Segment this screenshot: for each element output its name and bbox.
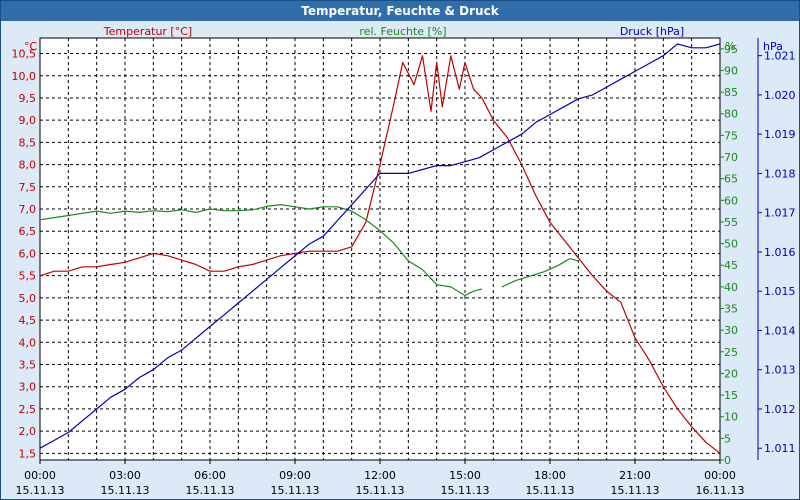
humidity-line-segment-0 xyxy=(39,204,483,297)
press-tick-3: 1.014 xyxy=(764,324,796,337)
temp-tick-10: 6,5 xyxy=(19,225,37,238)
temp-tick-7: 5,0 xyxy=(19,292,37,305)
x-tick-time-3: 09:00 xyxy=(279,469,311,482)
temp-tick-13: 8,0 xyxy=(19,159,37,172)
temp-tick-15: 9,0 xyxy=(19,114,37,127)
temp-tick-9: 6,0 xyxy=(19,247,37,260)
legend-humidity: rel. Feuchte [%] xyxy=(359,25,446,38)
x-tick-date-6: 15.11.13 xyxy=(526,484,575,497)
x-tick-date-0: 15.11.13 xyxy=(16,484,65,497)
hum-tick-18: 90 xyxy=(724,64,738,77)
x-tick-date-1: 15.11.13 xyxy=(101,484,150,497)
grid-lines xyxy=(40,38,720,460)
hum-tick-13: 65 xyxy=(724,173,738,186)
x-tick-date-2: 15.11.13 xyxy=(186,484,235,497)
hum-tick-19: 95 xyxy=(724,43,738,56)
temp-tick-1: 2,0 xyxy=(19,425,37,438)
press-tick-0: 1.011 xyxy=(764,442,796,455)
hum-tick-16: 80 xyxy=(724,108,738,121)
x-tick-time-0: 00:00 xyxy=(24,469,56,482)
window-title: Temperatur, Feuchte & Druck xyxy=(1,1,799,21)
hum-tick-14: 70 xyxy=(724,151,738,164)
press-unit-label: hPa xyxy=(763,40,783,53)
hum-tick-7: 35 xyxy=(724,303,738,316)
press-tick-9: 1.020 xyxy=(764,89,796,102)
hum-tick-4: 20 xyxy=(724,367,738,380)
temp-tick-5: 4,0 xyxy=(19,336,37,349)
press-tick-5: 1.016 xyxy=(764,246,796,259)
temp-tick-11: 7,0 xyxy=(19,203,37,216)
hum-tick-1: 5 xyxy=(724,432,731,445)
temp-tick-0: 1,5 xyxy=(19,447,37,460)
x-tick-date-7: 15.11.13 xyxy=(611,484,660,497)
press-tick-1: 1.012 xyxy=(764,403,796,416)
x-tick-time-2: 06:00 xyxy=(194,469,226,482)
legend-temperature: Temperatur [°C] xyxy=(103,25,192,38)
press-tick-2: 1.013 xyxy=(764,364,796,377)
x-tick-date-8: 16.11.13 xyxy=(696,484,745,497)
legend-pressure: Druck [hPa] xyxy=(620,25,684,38)
hum-tick-12: 60 xyxy=(724,194,738,207)
x-tick-time-6: 18:00 xyxy=(534,469,566,482)
x-tick-time-7: 21:00 xyxy=(619,469,651,482)
temperature-line xyxy=(39,55,721,454)
humidity-line-segment-1 xyxy=(501,258,579,288)
temp-tick-12: 7,5 xyxy=(19,181,37,194)
axis-layer: 00:00 15.11.13 03:00 15.11.13 06:00 15.11.13 0… xyxy=(12,38,796,497)
temp-tick-14: 8,5 xyxy=(19,136,37,149)
hum-tick-0: 0 xyxy=(724,454,731,467)
hum-tick-2: 10 xyxy=(724,411,738,424)
x-tick-time-4: 12:00 xyxy=(364,469,396,482)
temp-tick-16: 9,5 xyxy=(19,92,37,105)
temp-tick-4: 3,5 xyxy=(19,358,37,371)
x-tick-time-5: 15:00 xyxy=(449,469,481,482)
temp-tick-3: 3,0 xyxy=(19,381,37,394)
hum-tick-9: 45 xyxy=(724,259,738,272)
hum-tick-17: 85 xyxy=(724,86,738,99)
hum-tick-15: 75 xyxy=(724,129,738,142)
x-tick-time-1: 03:00 xyxy=(109,469,141,482)
temp-tick-6: 4,5 xyxy=(19,314,37,327)
x-tick-date-3: 15.11.13 xyxy=(271,484,320,497)
hum-tick-11: 55 xyxy=(724,216,738,229)
x-tick-date-5: 15.11.13 xyxy=(441,484,490,497)
temp-tick-18: 10,5 xyxy=(12,48,37,61)
press-tick-8: 1.019 xyxy=(764,128,796,141)
press-tick-4: 1.015 xyxy=(764,285,796,298)
press-tick-7: 1.018 xyxy=(764,167,796,180)
hum-tick-5: 25 xyxy=(724,346,738,359)
temp-tick-8: 5,5 xyxy=(19,270,37,283)
legend: Temperatur [°C] rel. Feuchte [%] Druck [hP… xyxy=(103,25,684,38)
hum-tick-10: 50 xyxy=(724,238,738,251)
x-tick-time-8: 00:00 xyxy=(704,469,736,482)
temp-tick-2: 2,5 xyxy=(19,403,37,416)
hum-unit-label: % xyxy=(725,40,735,53)
temp-unit-label: °C xyxy=(24,40,38,53)
hum-tick-8: 40 xyxy=(724,281,738,294)
hum-tick-6: 30 xyxy=(724,324,738,337)
press-tick-10: 1.021 xyxy=(764,50,796,63)
temp-tick-17: 10,0 xyxy=(12,70,37,83)
pressure-line xyxy=(39,43,721,449)
hum-tick-3: 15 xyxy=(724,389,738,402)
series-layer xyxy=(39,43,721,454)
press-tick-6: 1.017 xyxy=(764,207,796,220)
x-tick-date-4: 15.11.13 xyxy=(356,484,405,497)
